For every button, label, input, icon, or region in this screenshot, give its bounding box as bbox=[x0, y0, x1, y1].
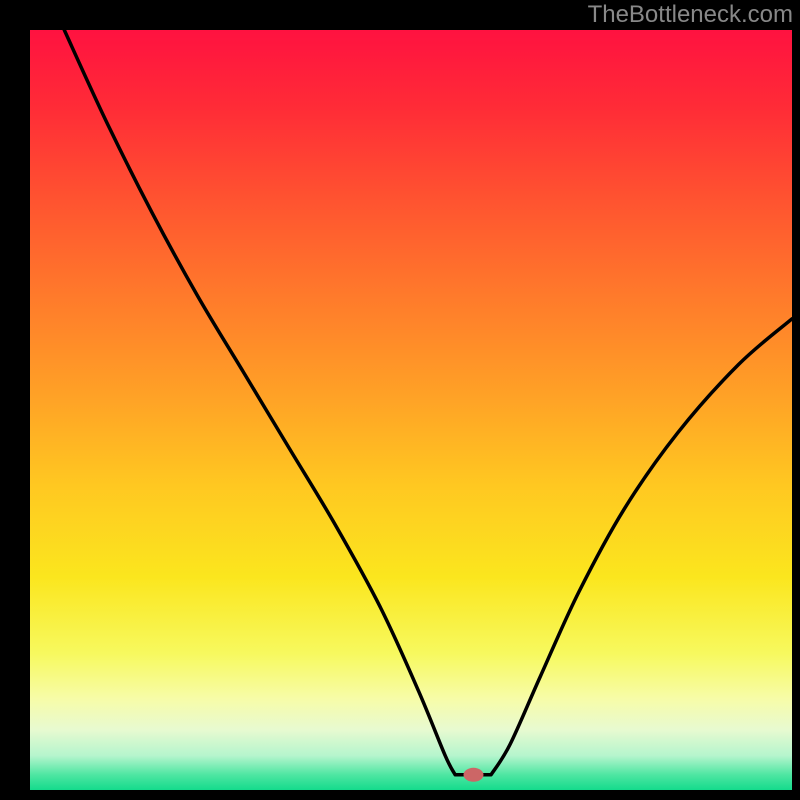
optimal-marker bbox=[463, 768, 483, 782]
watermark-text: TheBottleneck.com bbox=[588, 1, 793, 28]
bottleneck-chart: TheBottleneck.com bbox=[0, 0, 800, 800]
frame-right bbox=[792, 0, 800, 800]
frame-bottom bbox=[0, 790, 800, 800]
frame-left bbox=[0, 0, 30, 800]
chart-svg: TheBottleneck.com bbox=[0, 0, 800, 800]
